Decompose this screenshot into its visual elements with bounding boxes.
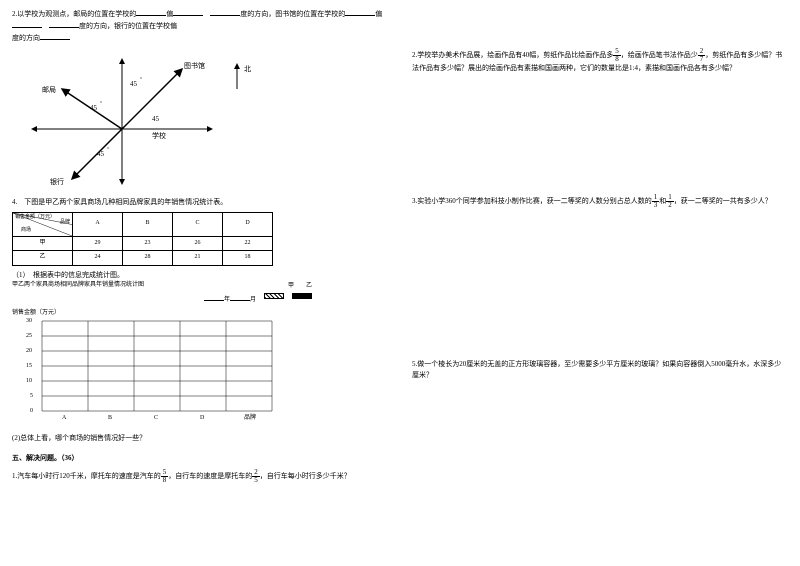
q2-text: 2.以学校为观测点，邮局的位置在学校的 (12, 10, 136, 18)
table-row: 甲 29 23 26 22 (13, 236, 273, 251)
blank (345, 8, 375, 16)
blank (40, 32, 70, 40)
fraction: 12 (666, 194, 674, 209)
col-header: B (123, 212, 173, 236)
north-label: 北 (244, 64, 251, 75)
blank (136, 8, 166, 16)
chart-title: 甲乙两个家具商场相同品牌家具年销量情况统计图 (12, 281, 144, 291)
degree-mark: ° (107, 147, 109, 155)
table-row: 乙 24 28 21 18 (13, 251, 273, 266)
q4-title: 4. 下图是甲乙两个家具商场几种相同品牌家具的年销售情况统计表。 (12, 197, 388, 208)
fraction: 25 (252, 469, 260, 484)
legend-area: 甲 乙 (288, 282, 312, 292)
angle-45: 45 (130, 79, 137, 90)
angle-45: 45 (97, 149, 104, 160)
y-axis-label: 销售金额（万元） (12, 309, 60, 319)
legend-hatch (264, 293, 284, 299)
post-label: 邮局 (42, 85, 56, 96)
col-header: D (223, 212, 273, 236)
data-table: 销售金额（万元） 品牌 商场 A B C D 甲 29 23 26 22 乙 2… (12, 212, 273, 266)
question-2: 2.以学校为观测点，邮局的位置在学校的偏 度的方向，图书馆的位置在学校的偏 度的… (12, 8, 388, 189)
compass-diagram: 图书馆 北 邮局 学校 银行 45 45 45 45 ° ° ° (12, 49, 272, 189)
q4-sub2: (2)总体上看，哪个商场的销售情况好一些？ (12, 433, 388, 444)
degree-mark: ° (140, 77, 142, 85)
left-column: 2.以学校为观测点，邮局的位置在学校的偏 度的方向，图书馆的位置在学校的偏 度的… (0, 0, 400, 566)
right-column: 2.学校举办美术作品展，绘画作品有40幅，剪纸作品比绘画作品多58，绘画作品笔书… (400, 0, 800, 566)
right-q2: 2.学校举办美术作品展，绘画作品有40幅，剪纸作品比绘画作品多58，绘画作品笔书… (412, 48, 788, 74)
blank (210, 8, 240, 16)
blank (173, 8, 203, 16)
fraction: 58 (613, 48, 621, 63)
angle-45: 45 (90, 103, 97, 114)
right-q3: 3.实验小学360个同学参加科技小制作比赛，获一二等奖的人数分别占总人数的13和… (412, 194, 788, 209)
col-header: C (173, 212, 223, 236)
bank-label: 银行 (50, 177, 64, 188)
section-5-title: 五、解决问题。（36） (12, 453, 388, 463)
blank (12, 20, 42, 28)
diagonal-header: 销售金额（万元） 品牌 商场 (13, 212, 73, 236)
school-label: 学校 (152, 131, 166, 142)
angle-45: 45 (152, 114, 159, 125)
q4-sub1: （1） 根据表中的信息完成统计图。 (12, 270, 388, 281)
legend-solid (292, 293, 312, 299)
col-header: A (73, 212, 123, 236)
degree-mark: ° (100, 101, 102, 109)
library-label: 图书馆 (184, 61, 205, 72)
blank (49, 20, 79, 28)
right-q5: 5.做一个棱长为20厘米的无盖的正方形玻璃容器，至少需要多少平方厘米的玻璃？如果… (412, 359, 788, 381)
bar-chart-grid: 销售金额（万元） 30 25 20 15 10 5 0 A B C D 品牌 (12, 309, 292, 429)
question-5-1: 1.汽车每小时行120千米，摩托车的速度是汽车的58，自行车的速度是摩托车的25… (12, 469, 388, 484)
question-4: 4. 下图是甲乙两个家具商场几种相同品牌家具的年销售情况统计表。 销售金额（万元… (12, 197, 388, 445)
